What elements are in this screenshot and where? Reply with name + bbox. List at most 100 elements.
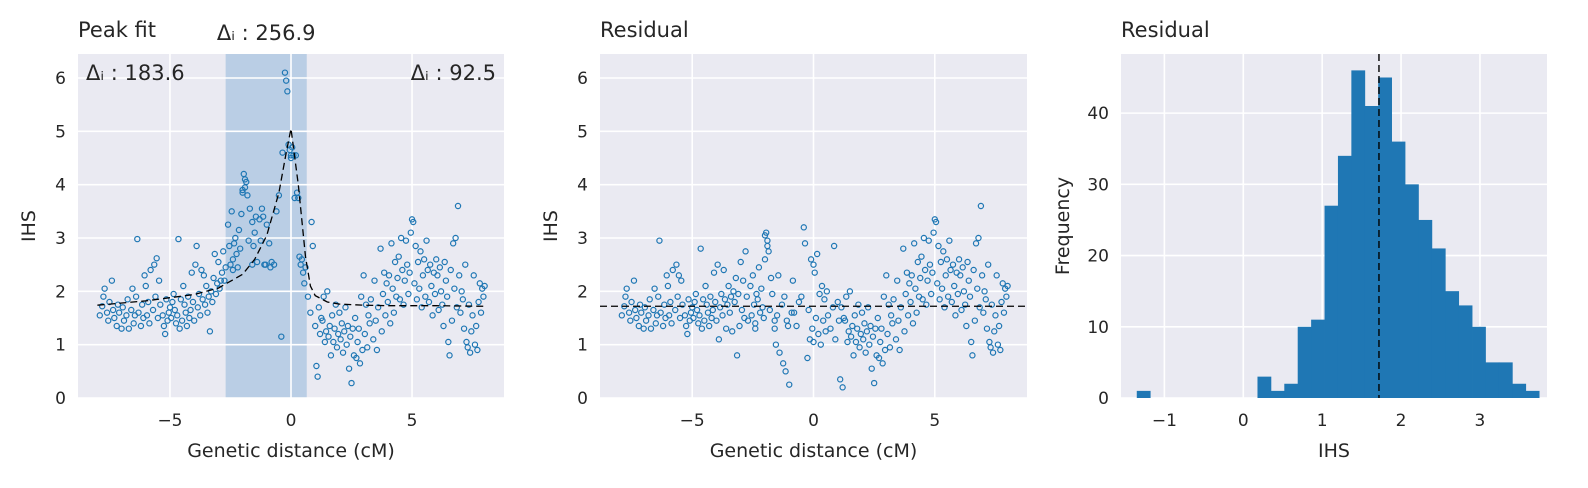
data-point — [337, 336, 344, 343]
data-point — [212, 290, 220, 298]
data-point — [935, 242, 942, 250]
data-point — [481, 282, 488, 290]
data-point — [476, 280, 483, 287]
data-point — [308, 218, 315, 226]
data-point — [729, 328, 736, 335]
fit-curve — [97, 128, 485, 307]
data-point — [124, 296, 131, 303]
data-point — [151, 261, 158, 268]
data-point — [279, 149, 286, 156]
histogram-bar — [1418, 219, 1433, 398]
data-point — [752, 325, 759, 332]
data-point — [229, 256, 237, 263]
data-point — [109, 306, 117, 314]
data-point — [901, 328, 908, 335]
data-point — [867, 322, 874, 330]
data-point — [457, 309, 464, 316]
data-point — [853, 325, 861, 332]
data-point — [724, 301, 731, 308]
histogram-bar — [1472, 326, 1486, 398]
data-point — [733, 352, 741, 359]
data-point — [722, 325, 730, 332]
data-point — [921, 266, 929, 274]
x-tick-label: 5 — [929, 411, 940, 431]
data-point — [993, 272, 1000, 279]
x-tick-label: −1 — [1152, 411, 1177, 431]
data-point — [378, 328, 385, 335]
data-point — [817, 341, 824, 348]
data-point — [868, 365, 875, 372]
bars — [1136, 70, 1540, 398]
data-point — [394, 274, 401, 282]
x-tick-label: −5 — [680, 411, 705, 431]
data-point — [222, 264, 229, 271]
data-point — [134, 235, 141, 243]
data-point — [266, 240, 273, 247]
data-point — [690, 314, 697, 322]
y-tick-label: 3 — [577, 229, 588, 249]
data-point — [988, 301, 996, 308]
data-point — [190, 317, 198, 324]
data-point — [184, 293, 192, 300]
data-point — [664, 282, 672, 290]
data-point — [418, 304, 425, 311]
data-point — [244, 192, 251, 199]
data-point — [862, 349, 869, 356]
data-point — [703, 301, 710, 308]
data-point — [963, 322, 970, 330]
data-point — [978, 272, 986, 279]
data-point — [431, 290, 439, 298]
data-point — [469, 312, 476, 319]
data-point — [349, 325, 356, 332]
data-point — [681, 312, 689, 319]
data-point — [200, 272, 208, 279]
histogram-bar — [1445, 291, 1460, 398]
data-point — [413, 296, 421, 303]
data-point — [866, 341, 873, 348]
data-point — [908, 272, 915, 279]
data-point — [892, 336, 900, 343]
data-point — [354, 338, 361, 346]
data-point — [764, 237, 771, 244]
data-point — [302, 264, 309, 271]
data-point — [239, 186, 246, 194]
data-point — [913, 309, 920, 316]
data-point — [633, 314, 640, 322]
data-point — [111, 314, 118, 322]
data-point — [204, 309, 211, 316]
data-point — [380, 269, 388, 276]
data-point — [344, 322, 352, 330]
data-point — [975, 234, 982, 242]
data-point — [860, 336, 867, 343]
data-point — [903, 269, 911, 276]
x-axis-label: Genetic distance (cM) — [187, 440, 395, 462]
data-point — [360, 272, 367, 279]
data-point — [453, 304, 461, 311]
data-point — [835, 317, 843, 324]
data-point — [902, 290, 909, 298]
data-point — [144, 298, 152, 306]
data-point — [423, 237, 430, 244]
delta-annotation: Δᵢ : 183.6 — [86, 61, 185, 85]
y-tick-label: 3 — [55, 229, 66, 249]
data-point — [889, 320, 896, 327]
data-point — [900, 245, 907, 252]
y-tick-label: 6 — [577, 69, 588, 89]
data-point — [428, 282, 435, 290]
y-tick-label: 2 — [55, 282, 66, 302]
data-point — [320, 293, 327, 300]
data-point — [443, 293, 451, 300]
data-point — [475, 298, 482, 306]
y-tick-label: 1 — [577, 336, 588, 356]
data-point — [980, 309, 987, 316]
data-point — [257, 237, 264, 244]
data-point — [847, 333, 855, 340]
grid — [78, 54, 504, 399]
data-point — [228, 208, 235, 215]
data-point — [379, 290, 387, 298]
data-point — [645, 312, 652, 319]
data-point — [636, 301, 644, 308]
delta-annotation: Δᵢ : 92.5 — [411, 61, 496, 85]
data-point — [120, 317, 128, 324]
